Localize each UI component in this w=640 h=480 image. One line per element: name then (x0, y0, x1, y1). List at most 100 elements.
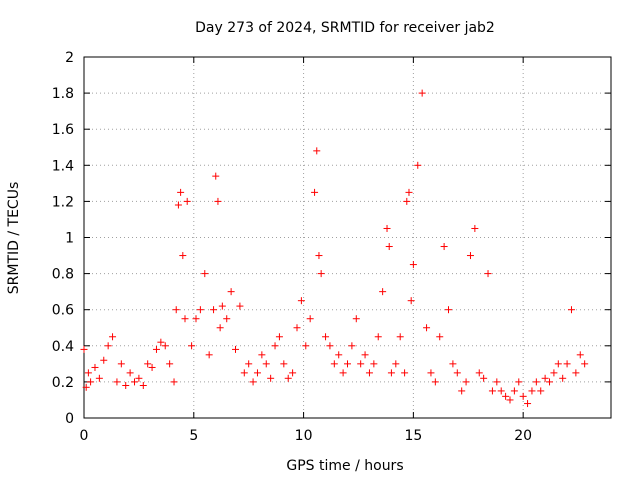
data-point (330, 360, 338, 368)
data-point (177, 188, 185, 196)
data-point (84, 369, 92, 377)
data-point (339, 369, 347, 377)
y-tick-label: 0.4 (52, 339, 74, 355)
data-point (240, 369, 248, 377)
data-point (466, 252, 474, 260)
data-point (253, 369, 261, 377)
data-point (306, 315, 314, 323)
data-point (271, 342, 279, 350)
data-point (572, 369, 580, 377)
data-point (267, 374, 275, 382)
data-point (170, 378, 178, 386)
data-point (488, 387, 496, 395)
data-point (462, 378, 470, 386)
data-point (311, 188, 319, 196)
data-point (414, 161, 422, 169)
data-point (445, 306, 453, 314)
data-point (122, 382, 130, 390)
data-point (205, 351, 213, 359)
data-point (502, 392, 510, 400)
grid (84, 57, 611, 418)
data-point (348, 342, 356, 350)
data-point (212, 172, 220, 180)
data-point (302, 342, 310, 350)
x-tick-label: 5 (189, 428, 198, 444)
data-point (335, 351, 343, 359)
data-point (361, 351, 369, 359)
data-point (559, 374, 567, 382)
data-point (365, 369, 373, 377)
data-point (493, 378, 501, 386)
data-point (357, 360, 365, 368)
x-axis-label: GPS time / hours (286, 458, 403, 474)
data-point (166, 360, 174, 368)
data-point (232, 345, 240, 353)
data-point (519, 392, 527, 400)
data-point (524, 400, 532, 408)
y-tick-label: 1.8 (52, 86, 74, 102)
data-point (113, 378, 121, 386)
data-point (537, 387, 545, 395)
data-point (139, 382, 147, 390)
data-point (82, 383, 90, 391)
data-point (135, 374, 143, 382)
data-point (249, 378, 257, 386)
data-point (174, 201, 182, 209)
data-point (403, 197, 411, 205)
data-point (210, 306, 218, 314)
data-point (418, 89, 426, 97)
y-tick-label: 0.8 (52, 267, 74, 283)
data-point (100, 356, 108, 364)
data-point (280, 360, 288, 368)
data-point (506, 396, 514, 404)
data-point (227, 288, 235, 296)
data-point (157, 338, 165, 346)
data-point (262, 360, 270, 368)
data-point (216, 324, 224, 332)
data-point (322, 333, 330, 341)
data-point (532, 378, 540, 386)
data-point (563, 360, 571, 368)
data-point (317, 270, 325, 278)
data-point (161, 342, 169, 350)
data-point (436, 333, 444, 341)
data-point (188, 342, 196, 350)
data-point (515, 378, 523, 386)
data-point (471, 224, 479, 232)
y-tick-label: 1.6 (52, 122, 74, 138)
data-point (401, 369, 409, 377)
data-point (352, 315, 360, 323)
data-point (344, 360, 351, 368)
data-point (117, 360, 125, 368)
data-point (407, 297, 415, 305)
data-point (383, 224, 391, 232)
y-axis-label: SRMTID / TECUs (6, 182, 22, 295)
data-point (409, 261, 417, 269)
y-tick-label: 1.4 (52, 158, 74, 174)
data-point (554, 360, 562, 368)
data-point (275, 333, 283, 341)
y-tick-label: 1 (65, 231, 74, 247)
data-point (484, 270, 492, 278)
data-point (313, 147, 321, 155)
data-point (179, 252, 187, 260)
chart-title: Day 273 of 2024, SRMTID for receiver jab… (195, 20, 495, 36)
data-point (449, 360, 457, 368)
data-point (181, 315, 189, 323)
data-point (427, 369, 435, 377)
data-point (297, 297, 305, 305)
data-point (379, 288, 387, 296)
y-tick-label: 0.6 (52, 303, 74, 319)
data-point (546, 378, 554, 386)
data-point (214, 197, 222, 205)
data-point (104, 342, 112, 350)
data-point (80, 345, 88, 353)
data-point (576, 351, 584, 359)
data-point (528, 387, 536, 395)
data-point (201, 270, 209, 278)
data-points (80, 89, 589, 408)
x-tick-label: 0 (80, 428, 89, 444)
data-point (223, 315, 231, 323)
y-tick-label: 0 (65, 411, 74, 427)
